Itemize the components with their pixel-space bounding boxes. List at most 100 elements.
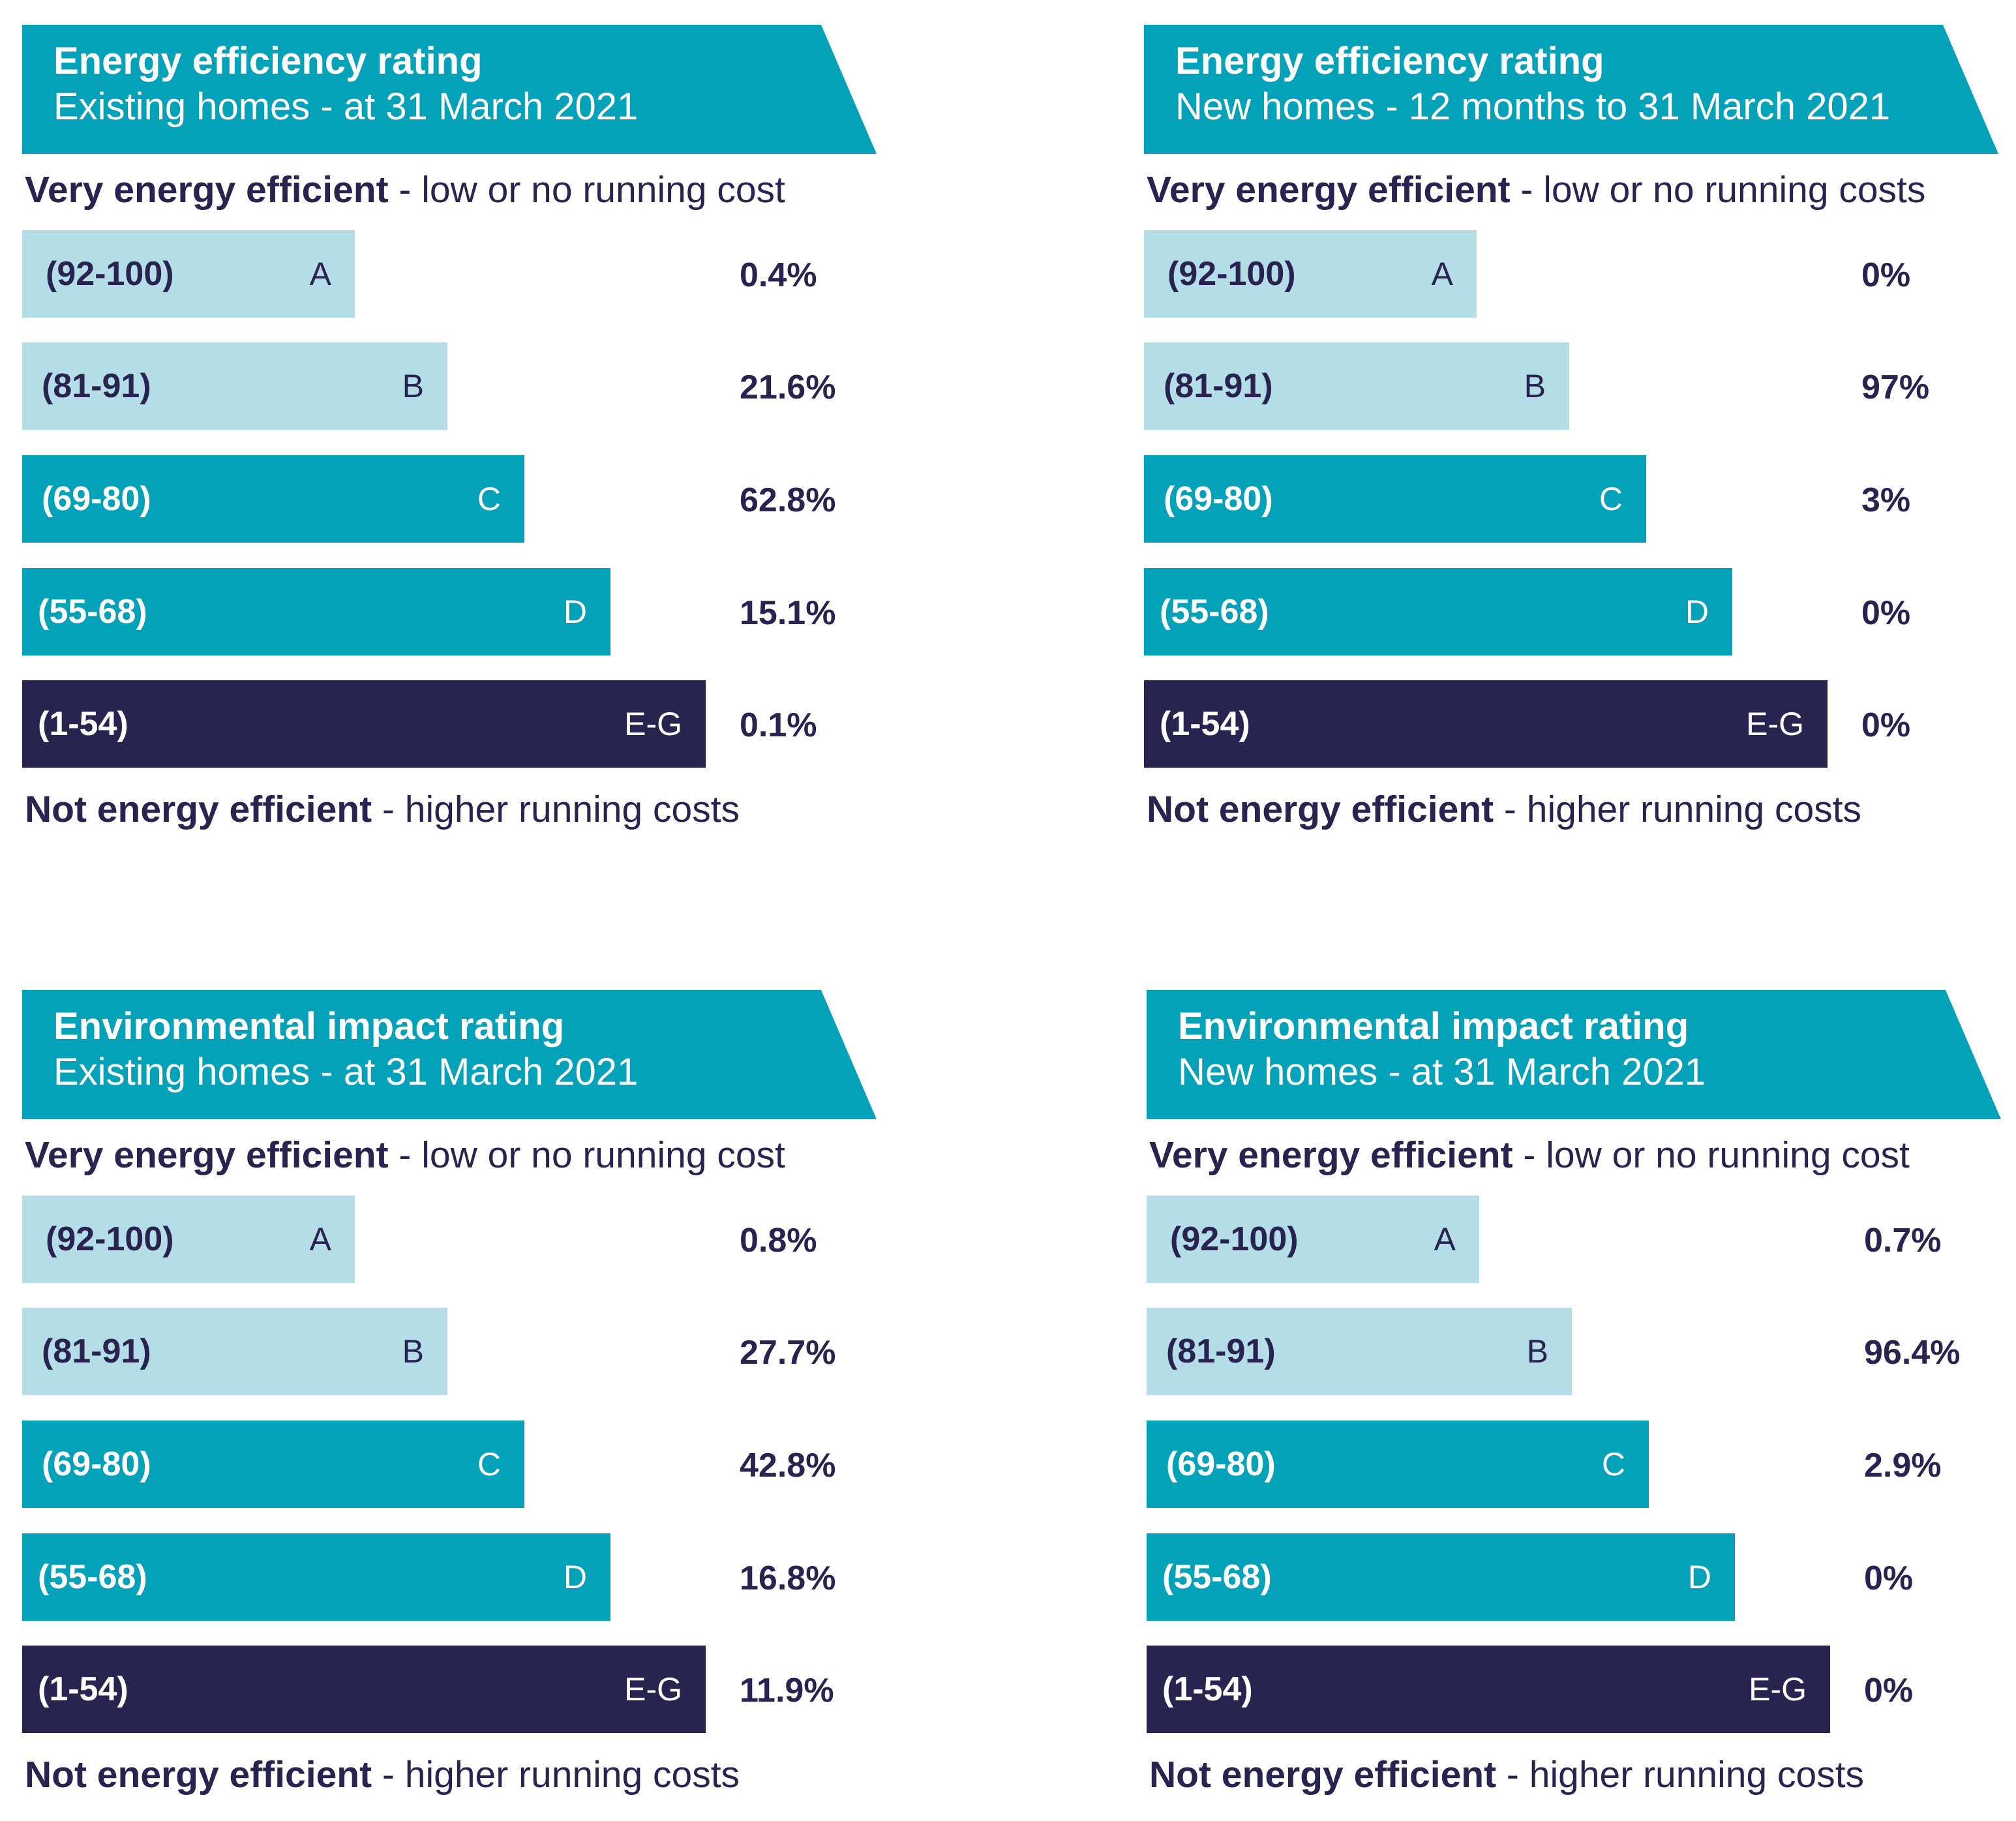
rating-range-label: (92-100) [46, 255, 174, 293]
bottom-caption-rest: - higher running costs [372, 1754, 740, 1796]
chart-subtitle: Existing homes - at 31 March 2021 [53, 1051, 639, 1093]
rating-bar-e-g [1144, 680, 1828, 768]
rating-range-label: (92-100) [1167, 255, 1296, 293]
rating-bar-b [1144, 342, 1569, 430]
rating-row: (81-91) B 97% [1144, 342, 2005, 430]
top-caption-bold: Very energy efficient [1147, 169, 1511, 211]
top-caption: Very energy efficient - low or no runnin… [1147, 168, 1925, 211]
chart-banner: Energy efficiency rating New homes - 12 m… [1144, 25, 1998, 154]
rating-bar-d [22, 1533, 610, 1621]
rating-bar-c [1147, 1421, 1649, 1508]
bottom-caption-rest: - higher running costs [372, 789, 740, 830]
rating-row: (55-68) D 0% [1144, 568, 2005, 655]
value-label: 0% [1864, 1672, 1914, 1709]
chart-title: Energy efficiency rating [1175, 40, 1604, 82]
rating-grade-label: E-G [1746, 706, 1804, 742]
rating-bar-b [22, 1308, 447, 1395]
bottom-caption: Not energy efficient - higher running co… [1149, 1753, 1864, 1796]
chart-subtitle: New homes - 12 months to 31 March 2021 [1175, 85, 1891, 128]
rating-rows: (92-100) A 0.4% (81-91) B 21.6% (69-80) C 62.8% (… [22, 230, 883, 768]
chart-title: Energy efficiency rating [53, 40, 483, 82]
rating-bar-a [22, 230, 355, 318]
chart-panel: Energy efficiency rating New homes - 12 m… [1144, 25, 2005, 847]
top-caption-rest: - low or no running costs [1510, 169, 1926, 211]
rating-row: (81-91) B 21.6% [22, 342, 883, 430]
value-label: 3% [1861, 481, 1911, 519]
value-label: 11.9% [740, 1672, 834, 1709]
value-label: 96.4% [1864, 1334, 1961, 1372]
rating-grade-label: E-G [1749, 1671, 1807, 1708]
chart-subtitle: Existing homes - at 31 March 2021 [53, 85, 639, 128]
rating-range-label: (81-91) [1166, 1332, 1276, 1370]
bottom-caption-rest: - higher running costs [1496, 1754, 1865, 1796]
rating-grade-label: B [1526, 1333, 1548, 1370]
rating-range-label: (92-100) [46, 1220, 174, 1258]
rating-bar-a [1144, 230, 1477, 318]
rating-bar-c [1144, 455, 1646, 543]
chart-banner: Environmental impact rating New homes - a… [1147, 990, 2001, 1119]
rating-range-label: (69-80) [42, 480, 151, 518]
rating-grade-label: B [402, 1333, 424, 1370]
rating-grade-label: D [1685, 594, 1709, 630]
rating-range-label: (81-91) [42, 367, 151, 405]
rating-bar-e-g [22, 680, 706, 768]
rating-row: (69-80) C 2.9% [1147, 1421, 2008, 1508]
value-label: 0% [1861, 256, 1911, 294]
rating-row: (1-54) E-G 11.9% [22, 1646, 883, 1733]
top-caption-rest: - low or no running cost [388, 1134, 785, 1176]
value-label: 0.7% [1864, 1222, 1942, 1259]
value-label: 27.7% [740, 1334, 836, 1372]
value-label: 2.9% [1864, 1447, 1942, 1484]
rating-grade-label: D [1687, 1559, 1711, 1595]
value-label: 0.1% [740, 706, 817, 744]
rating-range-label: (1-54) [1160, 705, 1250, 743]
rating-row: (1-54) E-G 0.1% [22, 680, 883, 768]
rating-range-label: (69-80) [1166, 1445, 1276, 1483]
top-caption-rest: - low or no running cost [388, 169, 785, 211]
top-caption-bold: Very energy efficient [1149, 1134, 1513, 1176]
value-label: 0.4% [740, 256, 817, 294]
rating-grade-label: A [1434, 1221, 1456, 1257]
bottom-caption-bold: Not energy efficient [1147, 789, 1494, 830]
top-caption-bold: Very energy efficient [25, 1134, 389, 1176]
value-label: 62.8% [740, 481, 836, 519]
chart-title: Environmental impact rating [1178, 1005, 1689, 1047]
rating-grade-label: C [477, 481, 501, 517]
value-label: 21.6% [740, 369, 836, 406]
rating-grade-label: C [1601, 1446, 1625, 1482]
rating-bar-d [22, 568, 610, 655]
chart-banner: Environmental impact rating Existing home… [22, 990, 877, 1119]
rating-range-label: (55-68) [1162, 1558, 1272, 1596]
rating-bar-c [22, 1421, 524, 1508]
rating-grade-label: B [1524, 368, 1546, 404]
value-label: 0% [1861, 706, 1911, 744]
chart-subtitle: New homes - at 31 March 2021 [1178, 1051, 1706, 1093]
top-caption: Very energy efficient - low or no runnin… [1149, 1134, 1910, 1177]
rating-range-label: (81-91) [1164, 367, 1273, 405]
chart-banner: Energy efficiency rating Existing homes -… [22, 25, 877, 154]
bottom-caption: Not energy efficient - higher running co… [25, 788, 740, 831]
rating-grade-label: E-G [624, 1671, 682, 1708]
rating-range-label: (1-54) [1162, 1670, 1253, 1708]
rating-range-label: (55-68) [38, 1558, 147, 1596]
bottom-caption-bold: Not energy efficient [25, 789, 372, 830]
rating-rows: (92-100) A 0% (81-91) B 97% (69-80) C 3% (55-68) D… [1144, 230, 2005, 768]
rating-range-label: (1-54) [38, 705, 128, 743]
rating-bar-e-g [1147, 1646, 1830, 1733]
bottom-caption-bold: Not energy efficient [1149, 1754, 1497, 1796]
value-label: 97% [1861, 369, 1930, 406]
rating-row: (55-68) D 0% [1147, 1533, 2008, 1621]
chart-panel: Environmental impact rating New homes - a… [1147, 990, 2008, 1812]
rating-row: (92-100) A 0.7% [1147, 1196, 2008, 1283]
rating-row: (92-100) A 0.4% [22, 230, 883, 318]
rating-range-label: (55-68) [38, 593, 147, 631]
rating-row: (81-91) B 27.7% [22, 1308, 883, 1395]
rating-grade-label: A [1431, 256, 1453, 292]
rating-row: (55-68) D 16.8% [22, 1533, 883, 1621]
rating-row: (1-54) E-G 0% [1144, 680, 2005, 768]
top-caption: Very energy efficient - low or no runnin… [25, 1134, 785, 1177]
top-caption-bold: Very energy efficient [25, 169, 389, 211]
rating-bar-a [22, 1196, 355, 1283]
value-label: 15.1% [740, 594, 836, 632]
value-label: 0% [1861, 594, 1911, 632]
